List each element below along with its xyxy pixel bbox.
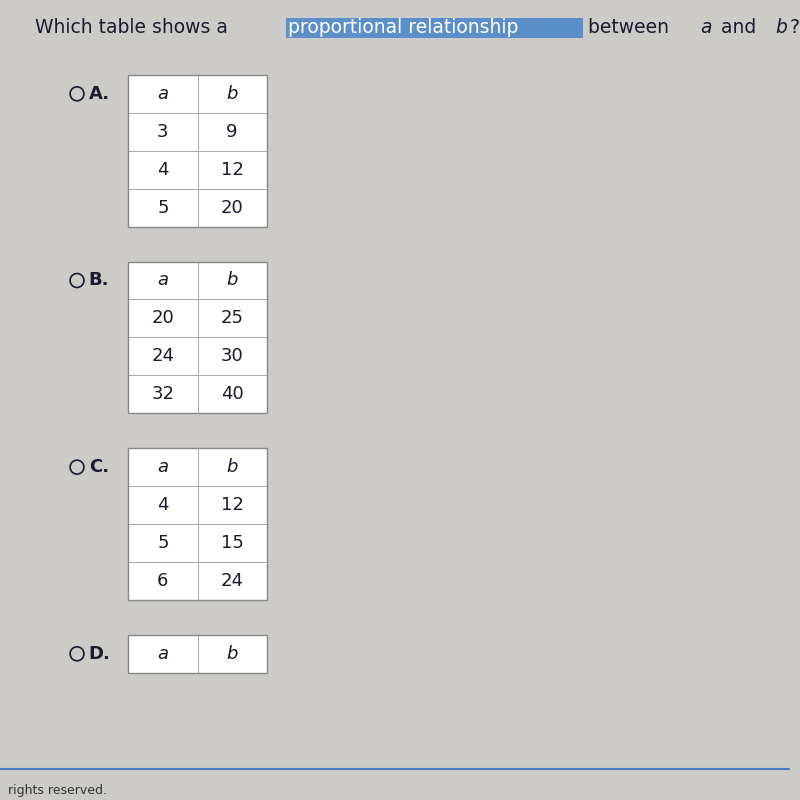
Text: 20: 20 [221,198,243,217]
Text: 4: 4 [157,496,169,514]
Text: b: b [226,458,238,476]
Bar [128,635,266,673]
Bar [128,448,266,600]
Text: a: a [158,271,169,290]
Bar [128,262,266,414]
Bar [128,562,198,600]
Bar [128,524,198,562]
Bar [128,448,198,486]
Bar [128,635,198,673]
Text: a: a [158,85,169,103]
Text: b: b [226,271,238,290]
Text: 9: 9 [226,122,238,141]
Text: rights reserved.: rights reserved. [8,783,107,797]
Bar [198,562,266,600]
Text: a: a [158,645,169,663]
Bar [198,150,266,189]
Bar [128,150,198,189]
Bar [128,635,266,673]
Bar [128,75,266,226]
Text: ?: ? [790,18,800,38]
Bar [198,262,266,299]
Text: Which table shows a: Which table shows a [34,18,234,38]
Bar [128,189,198,226]
Bar [198,75,266,113]
Text: 4: 4 [157,161,169,178]
Bar [198,299,266,338]
Text: 40: 40 [221,386,243,403]
Text: b: b [226,645,238,663]
Bar [128,262,198,299]
Text: D.: D. [89,645,110,663]
Bar [198,524,266,562]
Bar [128,299,198,338]
Text: B.: B. [89,271,110,290]
Text: 24: 24 [221,572,243,590]
Text: 5: 5 [157,198,169,217]
Text: C.: C. [89,458,109,476]
Text: b: b [775,18,786,38]
Bar [128,375,198,414]
Text: 6: 6 [158,572,169,590]
Bar [198,375,266,414]
Bar [128,262,266,414]
Text: 25: 25 [221,310,243,327]
Bar [128,75,198,113]
Text: between: between [582,18,674,38]
Bar [198,338,266,375]
Bar [198,448,266,486]
Text: 12: 12 [221,496,243,514]
Text: 30: 30 [221,347,243,366]
Bar [198,113,266,150]
Text: A.: A. [89,85,110,103]
Text: a: a [700,18,711,38]
Bar [128,448,266,600]
Bar [198,486,266,524]
Text: 20: 20 [151,310,174,327]
Bar [128,486,198,524]
Text: b: b [226,85,238,103]
Text: 3: 3 [157,122,169,141]
Bar [198,189,266,226]
Bar [128,113,198,150]
Text: 24: 24 [151,347,174,366]
Text: and: and [714,18,762,38]
Text: 15: 15 [221,534,243,552]
Text: 12: 12 [221,161,243,178]
Bar [128,75,266,226]
Text: 5: 5 [157,534,169,552]
Bar [198,635,266,673]
Bar [286,18,583,38]
Text: proportional relationship: proportional relationship [288,18,518,38]
Text: 32: 32 [151,386,174,403]
Text: a: a [158,458,169,476]
Bar [128,338,198,375]
